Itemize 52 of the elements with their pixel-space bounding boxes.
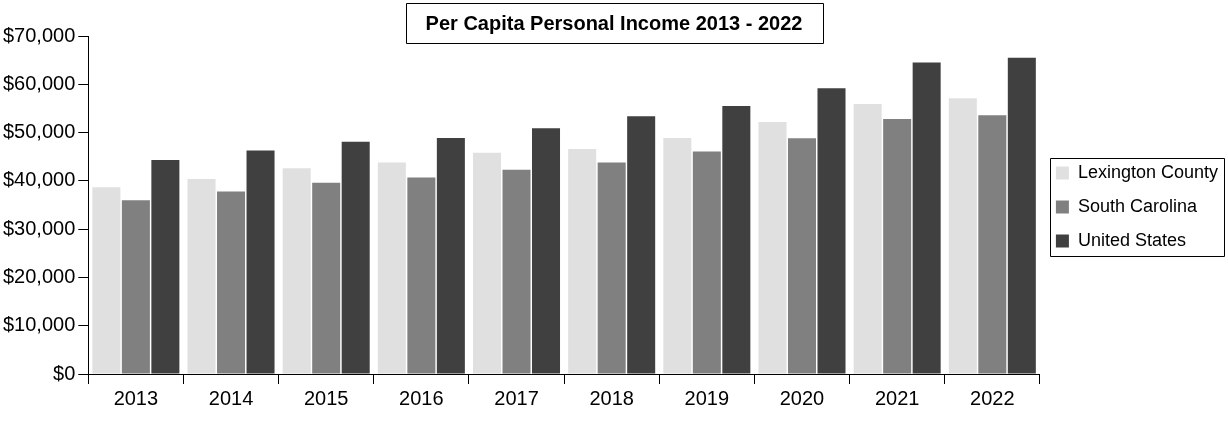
chart-title: Per Capita Personal Income 2013 - 2022 [425,11,803,34]
bar [758,121,787,374]
bar [341,141,370,374]
bar [568,148,597,374]
y-tick-label: $30,000 [3,216,76,239]
y-tick-label: $0 [53,361,76,384]
bar [597,162,626,374]
y-tick-label: $60,000 [3,71,76,94]
bar [151,160,180,374]
bar [692,151,721,374]
bar [502,169,531,374]
legend-label: Lexington County [1077,161,1219,182]
x-tick-label: 2016 [399,386,444,409]
bar [948,98,977,374]
x-tick-label: 2020 [779,386,825,409]
bar [473,152,502,374]
bar [787,138,817,374]
bar [436,137,465,374]
bar [663,137,692,374]
y-tick-label: $40,000 [3,168,76,191]
x-tick-label: 2021 [874,386,920,409]
y-tick-label: $50,000 [3,120,76,143]
bar [377,162,406,374]
bar [312,182,341,374]
bar [282,168,311,374]
bar [92,187,121,374]
x-tick-label: 2022 [970,386,1015,409]
bar [853,104,882,374]
bar [217,191,246,374]
y-tick-label: $70,000 [3,23,76,46]
bar [532,128,561,374]
bar [817,88,846,374]
bar [627,116,656,374]
bar [1007,57,1036,374]
bar [722,106,751,374]
legend-label: United States [1077,229,1186,250]
x-tick-label: 2017 [494,386,539,409]
x-tick-label: 2019 [684,386,730,409]
bar [407,177,436,374]
x-tick-label: 2013 [113,386,159,409]
bar [187,178,216,374]
x-tick-label: 2014 [208,386,254,409]
x-tick-label: 2018 [589,386,634,409]
bar [121,200,150,374]
x-tick-label: 2015 [303,386,349,409]
bar [912,62,941,374]
legend-label: South Carolina [1077,195,1198,216]
bar [246,150,275,374]
y-tick-label: $10,000 [3,313,76,336]
y-tick-label: $20,000 [3,264,76,287]
bar [883,119,912,374]
bar [978,115,1007,374]
